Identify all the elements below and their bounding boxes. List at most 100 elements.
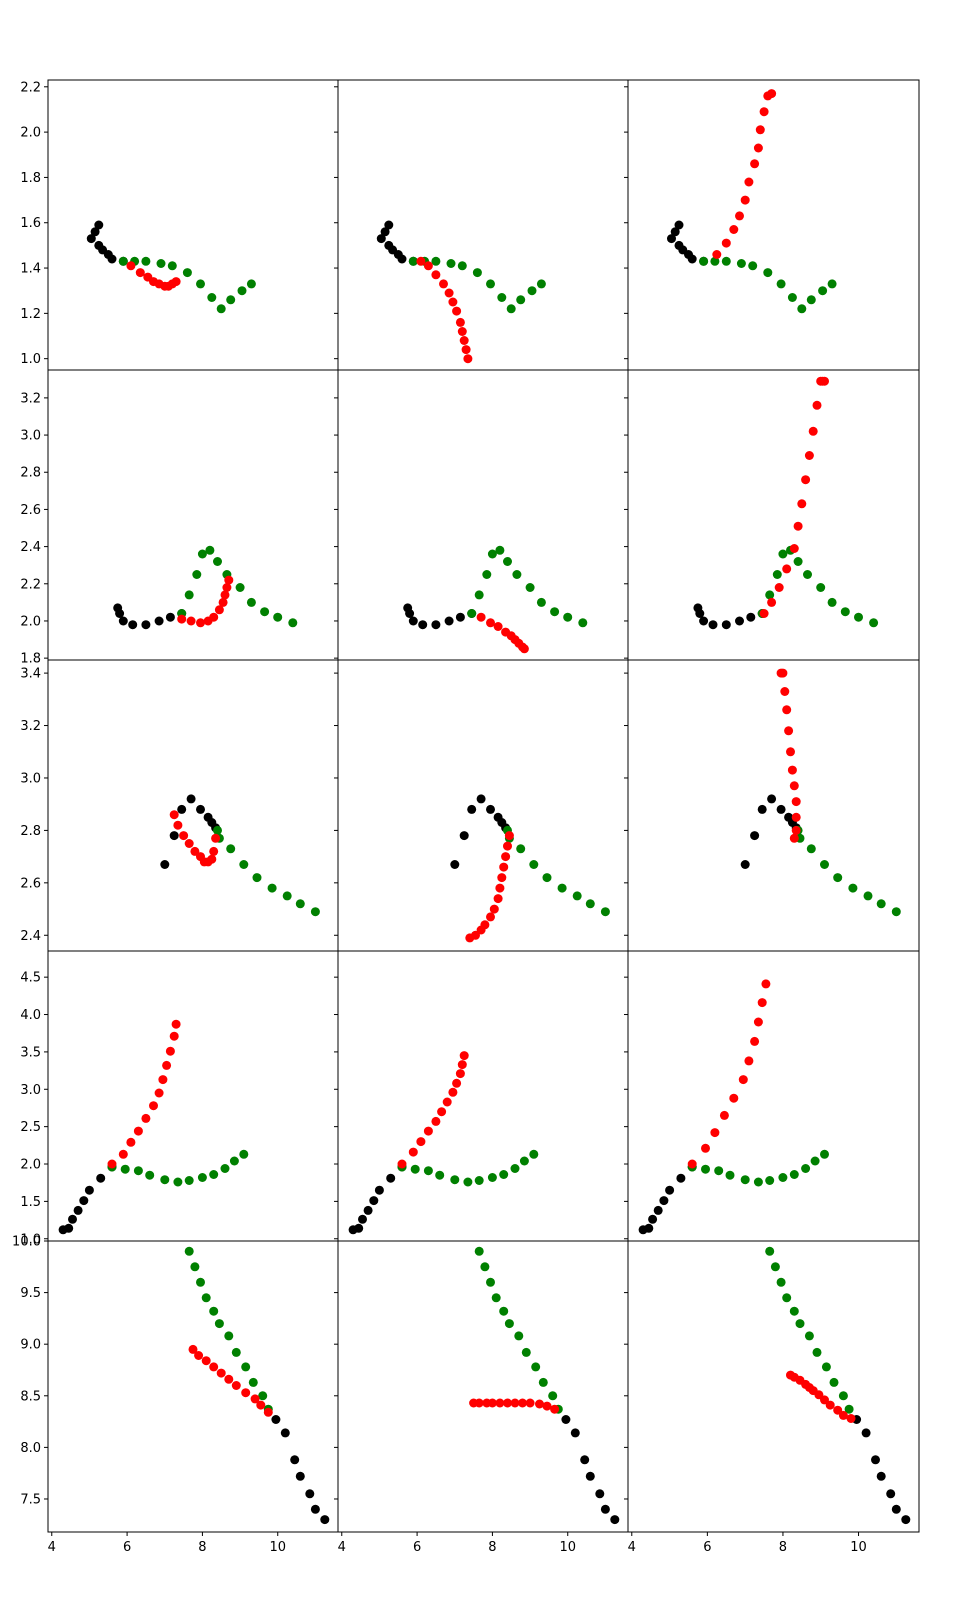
points-layer xyxy=(86,220,256,314)
y-tick-label: 4.5 xyxy=(20,971,41,986)
x-tick-label: 10 xyxy=(269,1540,286,1555)
prediction-point xyxy=(820,1395,829,1405)
history-point xyxy=(280,1428,290,1438)
history-point xyxy=(776,804,786,814)
y-tick-label: 7.5 xyxy=(20,1492,41,1507)
truth-point xyxy=(804,1331,814,1341)
prediction-point xyxy=(461,345,471,355)
history-point xyxy=(310,1504,320,1514)
truth-point xyxy=(487,1173,497,1182)
prediction-point xyxy=(416,256,426,266)
y-tick-label: 3.0 xyxy=(20,429,41,444)
history-point xyxy=(891,1504,901,1514)
truth-point xyxy=(838,1391,848,1401)
history-point xyxy=(177,804,187,814)
subplot-r1-c2 xyxy=(334,79,629,371)
truth-point xyxy=(182,268,192,278)
history-point xyxy=(141,620,151,630)
prediction-point xyxy=(846,1414,856,1423)
truth-point xyxy=(531,1362,541,1372)
truth-point xyxy=(801,1164,811,1173)
truth-point xyxy=(141,256,151,266)
prediction-point xyxy=(789,833,799,843)
truth-point xyxy=(536,279,546,289)
truth-point xyxy=(118,256,128,266)
prediction-point xyxy=(201,1356,211,1366)
prediction-point xyxy=(791,797,801,807)
truth-point xyxy=(435,1170,445,1180)
history-point xyxy=(397,254,407,264)
prediction-point xyxy=(184,839,194,848)
truth-point xyxy=(197,549,207,559)
subplot-r3-c1: 2.4 2.6 2.8 3.0 3.2 3.4 xyxy=(20,659,339,952)
y-tick-label: 2.2 xyxy=(20,80,41,95)
y-tick-label: 2.4 xyxy=(20,540,41,555)
y-tick-label: 8.0 xyxy=(20,1441,41,1456)
truth-point xyxy=(525,583,535,592)
history-point xyxy=(374,1185,384,1195)
truth-point xyxy=(190,1262,200,1272)
prediction-point xyxy=(214,605,224,615)
history-point xyxy=(665,1185,675,1195)
axes-frame xyxy=(47,79,339,371)
truth-point xyxy=(472,268,482,278)
prediction-point xyxy=(838,1410,848,1420)
truth-point xyxy=(207,293,217,302)
prediction-point xyxy=(439,279,448,289)
history-point xyxy=(876,1471,886,1481)
y-tick-label: 8.5 xyxy=(20,1389,41,1404)
truth-point xyxy=(506,304,516,314)
prediction-point xyxy=(444,288,454,298)
history-point xyxy=(68,1214,77,1224)
prediction-point xyxy=(188,1344,198,1354)
history-point xyxy=(380,227,390,237)
history-point xyxy=(750,831,760,841)
history-point xyxy=(580,1455,590,1465)
y-tick-label: 2.0 xyxy=(20,1158,41,1173)
prediction-point xyxy=(789,544,799,553)
truth-point xyxy=(748,261,758,271)
truth-point xyxy=(213,557,222,566)
history-point xyxy=(767,794,777,804)
prediction-point xyxy=(241,1388,251,1398)
truth-point xyxy=(516,295,526,305)
truth-point xyxy=(844,1404,854,1414)
axes-frame xyxy=(627,659,920,952)
truth-point xyxy=(536,597,546,607)
prediction-point xyxy=(452,306,462,316)
prediction-point xyxy=(196,618,205,628)
prediction-point xyxy=(416,1137,426,1147)
history-point xyxy=(708,620,718,630)
truth-point xyxy=(772,570,782,579)
prediction-point xyxy=(735,211,744,221)
truth-point xyxy=(205,545,215,555)
truth-point xyxy=(226,295,236,305)
history-point xyxy=(861,1428,871,1438)
prediction-point xyxy=(486,618,495,628)
prediction-point xyxy=(729,225,739,234)
truth-point xyxy=(209,1170,219,1179)
axes-frame xyxy=(627,1240,920,1533)
prediction-point xyxy=(474,1398,484,1408)
points-layer xyxy=(765,1246,911,1525)
prediction-point xyxy=(791,812,801,822)
prediction-point xyxy=(710,1128,720,1138)
truth-point xyxy=(239,860,249,869)
truth-point xyxy=(527,286,537,296)
subplot-r4-c2 xyxy=(334,950,629,1242)
truth-point xyxy=(457,261,467,271)
subplot-r3-c2 xyxy=(334,659,629,952)
truth-point xyxy=(235,583,245,592)
history-point xyxy=(735,616,744,626)
truth-point xyxy=(474,1176,484,1185)
prediction-point xyxy=(755,125,765,135)
points-layer xyxy=(58,1019,249,1235)
prediction-point xyxy=(774,583,784,592)
history-point xyxy=(369,1196,379,1206)
history-point xyxy=(676,1173,686,1183)
truth-point xyxy=(876,899,886,909)
history-point xyxy=(118,616,128,626)
prediction-point xyxy=(459,1051,469,1061)
truth-point xyxy=(497,293,507,302)
prediction-point xyxy=(750,1036,760,1046)
